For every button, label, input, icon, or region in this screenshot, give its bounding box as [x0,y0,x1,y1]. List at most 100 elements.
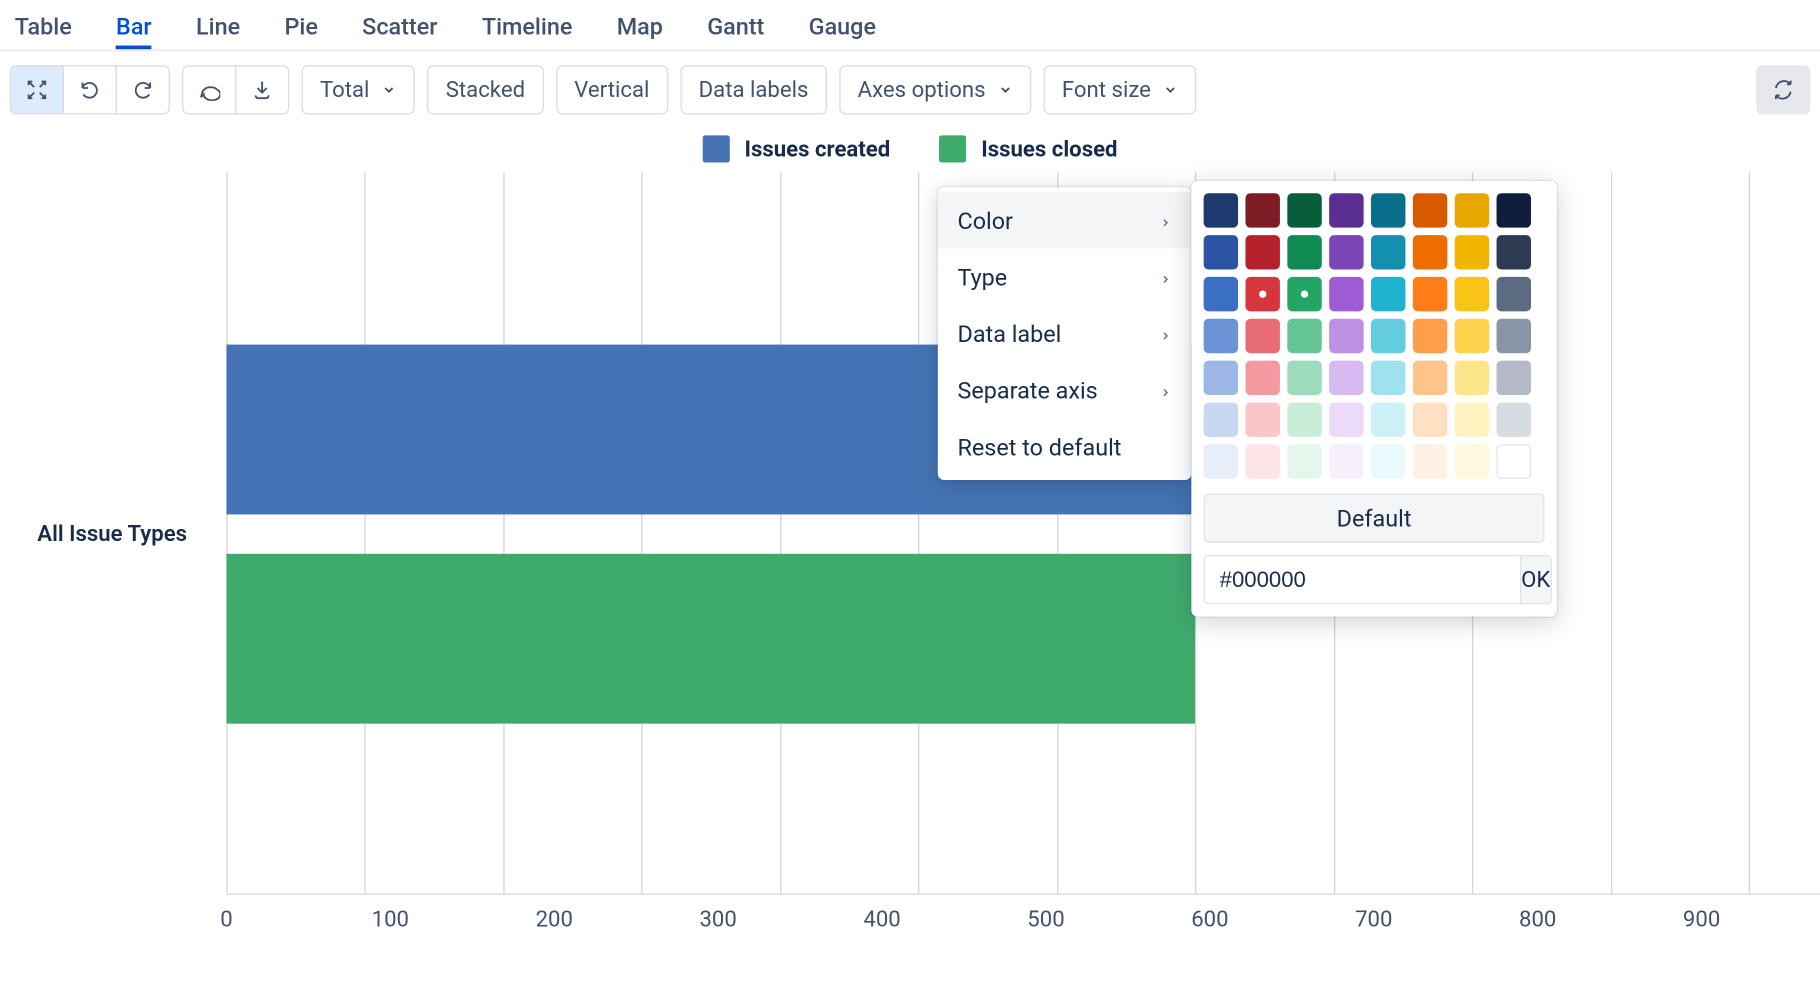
x-axis: 01002003004005006007008009001,0001,100 [226,893,1820,894]
color-swatch[interactable] [1329,402,1363,436]
tab-gauge[interactable]: Gauge [809,0,876,49]
color-swatch[interactable] [1371,277,1405,311]
axes-options-dropdown[interactable]: Axes options [839,65,1031,114]
color-swatch[interactable] [1245,193,1279,227]
color-ok-button[interactable]: OK [1520,555,1552,604]
chevron-right-icon [1159,263,1171,291]
color-swatch[interactable] [1287,402,1321,436]
color-swatch[interactable] [1371,235,1405,269]
color-swatch[interactable] [1204,277,1238,311]
color-swatch[interactable] [1497,361,1531,395]
color-swatch[interactable] [1371,193,1405,227]
color-swatch[interactable] [1371,402,1405,436]
color-swatch[interactable] [1204,444,1238,478]
color-swatch[interactable] [1204,361,1238,395]
color-hex-input[interactable] [1204,555,1520,604]
tab-map[interactable]: Map [617,0,663,49]
menu-item-separate-axis[interactable]: Separate axis [938,362,1192,419]
color-swatch[interactable] [1413,277,1447,311]
color-swatch[interactable] [1455,361,1489,395]
comment-button[interactable] [182,65,236,114]
refresh-button[interactable] [1756,65,1810,114]
font-size-dropdown[interactable]: Font size [1043,65,1196,114]
color-swatch[interactable] [1287,361,1321,395]
color-swatch[interactable] [1371,319,1405,353]
tab-gantt[interactable]: Gantt [707,0,764,49]
color-swatch[interactable] [1413,361,1447,395]
color-swatch[interactable] [1204,235,1238,269]
color-swatch[interactable] [1497,193,1531,227]
color-swatch[interactable] [1329,235,1363,269]
color-swatch[interactable] [1413,319,1447,353]
color-swatch[interactable] [1497,319,1531,353]
tab-timeline[interactable]: Timeline [482,0,573,49]
menu-item-label: Color [957,206,1013,234]
color-swatch[interactable] [1413,444,1447,478]
series-context-menu: Color TypeData labelSeparate axisReset to… [938,187,1192,480]
color-swatch[interactable] [1245,361,1279,395]
menu-item-reset-to-default[interactable]: Reset to default [938,418,1192,475]
color-swatch[interactable] [1455,402,1489,436]
menu-item-type[interactable]: Type [938,249,1192,306]
color-swatch[interactable] [1245,319,1279,353]
color-swatch[interactable] [1329,319,1363,353]
color-swatch[interactable] [1245,444,1279,478]
color-swatch[interactable] [1497,444,1531,478]
tab-pie[interactable]: Pie [284,0,317,49]
x-tick-label: 700 [1355,907,1392,933]
menu-item-data-label[interactable]: Data label [938,305,1192,362]
gridline [365,172,366,893]
tab-scatter[interactable]: Scatter [362,0,437,49]
color-swatch[interactable] [1455,277,1489,311]
color-swatch[interactable] [1329,193,1363,227]
color-swatch[interactable] [1204,319,1238,353]
stacked-toggle[interactable]: Stacked [427,65,543,114]
color-swatch[interactable] [1455,444,1489,478]
data-labels-toggle[interactable]: Data labels [680,65,827,114]
tab-table[interactable]: Table [15,0,72,49]
chevron-down-icon [382,82,397,97]
color-swatch[interactable] [1329,277,1363,311]
legend-item[interactable]: Issues created [703,135,891,162]
fullscreen-button[interactable] [10,65,64,114]
legend-item[interactable]: Issues closed [939,135,1117,162]
color-swatch[interactable] [1455,235,1489,269]
color-swatch[interactable] [1204,193,1238,227]
color-swatch[interactable] [1413,193,1447,227]
color-swatch[interactable] [1287,235,1321,269]
color-swatch[interactable] [1287,277,1321,311]
color-swatch[interactable] [1329,361,1363,395]
gridline [503,172,504,893]
color-swatch[interactable] [1455,319,1489,353]
color-default-button[interactable]: Default [1204,494,1545,543]
color-swatch[interactable] [1287,193,1321,227]
tab-bar[interactable]: Bar [116,0,152,49]
bar[interactable] [226,554,1195,724]
color-swatch[interactable] [1497,277,1531,311]
color-swatch[interactable] [1204,402,1238,436]
download-button[interactable] [235,65,289,114]
color-swatch[interactable] [1413,402,1447,436]
redo-button[interactable] [116,65,170,114]
color-swatch[interactable] [1497,235,1531,269]
color-swatch[interactable] [1329,444,1363,478]
toolbar-group-export [182,65,289,114]
color-swatch[interactable] [1371,444,1405,478]
color-swatch[interactable] [1245,277,1279,311]
selected-dot-icon [1301,290,1308,297]
legend-label: Issues created [745,136,891,162]
color-swatch[interactable] [1413,235,1447,269]
color-swatch[interactable] [1245,402,1279,436]
color-swatch[interactable] [1455,193,1489,227]
color-swatch[interactable] [1497,402,1531,436]
chevron-down-icon [998,82,1013,97]
color-swatch[interactable] [1287,444,1321,478]
menu-item-color[interactable]: Color [938,192,1192,249]
total-dropdown[interactable]: Total [302,65,415,114]
color-swatch[interactable] [1245,235,1279,269]
vertical-toggle[interactable]: Vertical [556,65,668,114]
color-swatch[interactable] [1287,319,1321,353]
undo-button[interactable] [63,65,117,114]
tab-line[interactable]: Line [196,0,240,49]
color-swatch[interactable] [1371,361,1405,395]
